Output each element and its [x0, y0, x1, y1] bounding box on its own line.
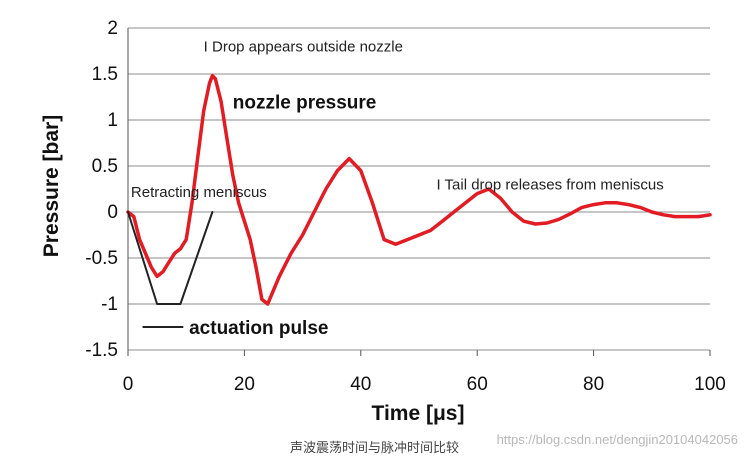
y-tick-label: 0.5	[92, 156, 118, 177]
axes: -1.5-1-0.500.511.520 20 40 60 80 100	[85, 18, 726, 395]
y-tick-label: -1	[101, 294, 118, 315]
y-tick-label: -1.5	[85, 340, 118, 361]
x-tick-label: 80	[583, 374, 604, 395]
y-tick-label: 2	[107, 18, 118, 39]
watermark: https://blog.csdn.net/dengjin20104042056	[497, 432, 738, 447]
x-tick-label: 20	[234, 374, 255, 395]
x-tick-label: 60	[467, 374, 488, 395]
actuation-pulse-line	[127, 211, 214, 305]
annotation-text: Retracting meniscus	[131, 184, 267, 201]
series-label: actuation pulse	[189, 318, 328, 339]
series-layer	[126, 74, 712, 306]
annotations: I Drop appears outside nozzle Retracting …	[131, 38, 664, 339]
x-tick-label: 0	[123, 374, 134, 395]
caption: 声波震荡时间与脉冲时间比较	[290, 440, 459, 455]
x-axis-title: Time [μs]	[372, 402, 465, 425]
y-tick-label: -0.5	[85, 248, 118, 269]
series-label: nozzle pressure	[233, 93, 377, 114]
y-tick-label: 0	[107, 202, 118, 223]
nozzle-pressure-line	[126, 74, 712, 306]
annotation-text: I Drop appears outside nozzle	[204, 38, 403, 55]
y-tick-label: 1	[107, 110, 118, 131]
x-tick-label: 40	[350, 374, 371, 395]
annotation-text: I Tail drop releases from meniscus	[436, 176, 663, 193]
y-tick-label: 1.5	[92, 64, 118, 85]
y-axis-title: Pressure [bar]	[40, 115, 63, 257]
x-tick-label: 100	[694, 374, 726, 395]
